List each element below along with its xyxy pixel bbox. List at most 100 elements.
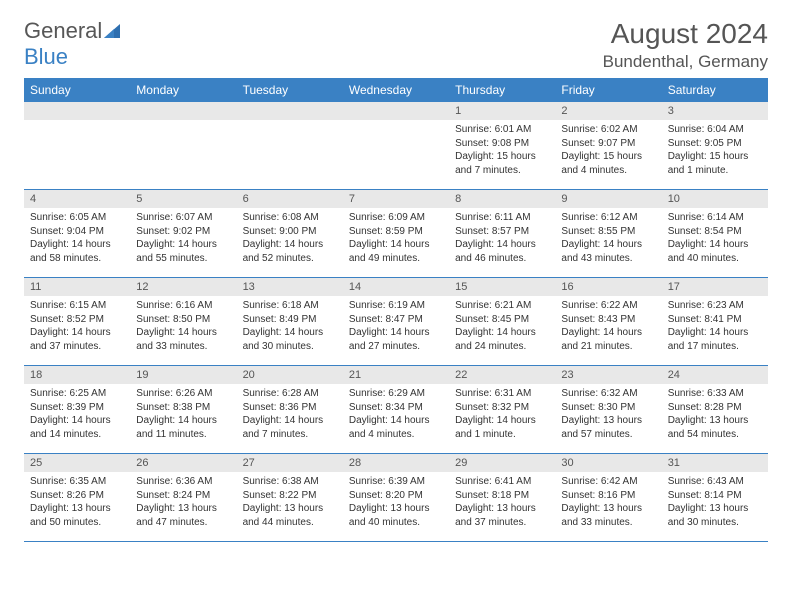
day-number: 5 [130, 190, 236, 208]
calendar-day-cell: 24Sunrise: 6:33 AMSunset: 8:28 PMDayligh… [662, 366, 768, 454]
calendar-day-cell: 5Sunrise: 6:07 AMSunset: 9:02 PMDaylight… [130, 190, 236, 278]
day-number: 25 [24, 454, 130, 472]
sunset-text: Sunset: 8:41 PM [668, 313, 762, 327]
sunset-text: Sunset: 8:38 PM [136, 401, 230, 415]
day-number: 17 [662, 278, 768, 296]
logo-word-a: General [24, 18, 102, 43]
day-details: Sunrise: 6:29 AMSunset: 8:34 PMDaylight:… [343, 384, 449, 445]
day-details: Sunrise: 6:28 AMSunset: 8:36 PMDaylight:… [237, 384, 343, 445]
day-number: 19 [130, 366, 236, 384]
location-text: Bundenthal, Germany [603, 52, 768, 72]
day-number [237, 102, 343, 120]
daylight-text: Daylight: 14 hours and 11 minutes. [136, 414, 230, 441]
calendar-day-cell: 29Sunrise: 6:41 AMSunset: 8:18 PMDayligh… [449, 454, 555, 542]
sunrise-text: Sunrise: 6:22 AM [561, 299, 655, 313]
day-details: Sunrise: 6:23 AMSunset: 8:41 PMDaylight:… [662, 296, 768, 357]
daylight-text: Daylight: 14 hours and 49 minutes. [349, 238, 443, 265]
calendar-day-cell: 23Sunrise: 6:32 AMSunset: 8:30 PMDayligh… [555, 366, 661, 454]
day-details: Sunrise: 6:32 AMSunset: 8:30 PMDaylight:… [555, 384, 661, 445]
calendar-day-cell: 3Sunrise: 6:04 AMSunset: 9:05 PMDaylight… [662, 102, 768, 190]
day-number: 27 [237, 454, 343, 472]
daylight-text: Daylight: 14 hours and 58 minutes. [30, 238, 124, 265]
calendar-day-cell: 10Sunrise: 6:14 AMSunset: 8:54 PMDayligh… [662, 190, 768, 278]
calendar-day-cell: 9Sunrise: 6:12 AMSunset: 8:55 PMDaylight… [555, 190, 661, 278]
calendar-table: Sunday Monday Tuesday Wednesday Thursday… [24, 78, 768, 542]
sunrise-text: Sunrise: 6:15 AM [30, 299, 124, 313]
weekday-header: Wednesday [343, 79, 449, 102]
day-details: Sunrise: 6:41 AMSunset: 8:18 PMDaylight:… [449, 472, 555, 533]
day-number [24, 102, 130, 120]
calendar-day-cell: 8Sunrise: 6:11 AMSunset: 8:57 PMDaylight… [449, 190, 555, 278]
sunset-text: Sunset: 8:47 PM [349, 313, 443, 327]
day-details: Sunrise: 6:26 AMSunset: 8:38 PMDaylight:… [130, 384, 236, 445]
day-number [130, 102, 236, 120]
sunset-text: Sunset: 8:57 PM [455, 225, 549, 239]
day-details: Sunrise: 6:36 AMSunset: 8:24 PMDaylight:… [130, 472, 236, 533]
calendar-day-cell: 11Sunrise: 6:15 AMSunset: 8:52 PMDayligh… [24, 278, 130, 366]
calendar-day-cell: 1Sunrise: 6:01 AMSunset: 9:08 PMDaylight… [449, 102, 555, 190]
daylight-text: Daylight: 14 hours and 52 minutes. [243, 238, 337, 265]
daylight-text: Daylight: 14 hours and 30 minutes. [243, 326, 337, 353]
weekday-row: Sunday Monday Tuesday Wednesday Thursday… [24, 79, 768, 102]
day-details: Sunrise: 6:39 AMSunset: 8:20 PMDaylight:… [343, 472, 449, 533]
logo: General Blue [24, 18, 120, 70]
day-number: 10 [662, 190, 768, 208]
sunrise-text: Sunrise: 6:28 AM [243, 387, 337, 401]
sunrise-text: Sunrise: 6:26 AM [136, 387, 230, 401]
daylight-text: Daylight: 14 hours and 17 minutes. [668, 326, 762, 353]
sunrise-text: Sunrise: 6:43 AM [668, 475, 762, 489]
daylight-text: Daylight: 14 hours and 21 minutes. [561, 326, 655, 353]
sunset-text: Sunset: 9:02 PM [136, 225, 230, 239]
weekday-header: Monday [130, 79, 236, 102]
day-details: Sunrise: 6:05 AMSunset: 9:04 PMDaylight:… [24, 208, 130, 269]
calendar-week-row: 1Sunrise: 6:01 AMSunset: 9:08 PMDaylight… [24, 102, 768, 190]
day-number: 23 [555, 366, 661, 384]
calendar-day-cell: 20Sunrise: 6:28 AMSunset: 8:36 PMDayligh… [237, 366, 343, 454]
sunset-text: Sunset: 8:55 PM [561, 225, 655, 239]
sunset-text: Sunset: 8:59 PM [349, 225, 443, 239]
sunset-text: Sunset: 8:14 PM [668, 489, 762, 503]
sunset-text: Sunset: 9:05 PM [668, 137, 762, 151]
sunrise-text: Sunrise: 6:31 AM [455, 387, 549, 401]
daylight-text: Daylight: 15 hours and 1 minute. [668, 150, 762, 177]
calendar-day-cell: 13Sunrise: 6:18 AMSunset: 8:49 PMDayligh… [237, 278, 343, 366]
weekday-header: Saturday [662, 79, 768, 102]
weekday-header: Friday [555, 79, 661, 102]
sunset-text: Sunset: 8:49 PM [243, 313, 337, 327]
daylight-text: Daylight: 14 hours and 1 minute. [455, 414, 549, 441]
calendar-day-cell: 26Sunrise: 6:36 AMSunset: 8:24 PMDayligh… [130, 454, 236, 542]
day-details: Sunrise: 6:14 AMSunset: 8:54 PMDaylight:… [662, 208, 768, 269]
daylight-text: Daylight: 13 hours and 33 minutes. [561, 502, 655, 529]
sunrise-text: Sunrise: 6:35 AM [30, 475, 124, 489]
day-number: 13 [237, 278, 343, 296]
calendar-week-row: 18Sunrise: 6:25 AMSunset: 8:39 PMDayligh… [24, 366, 768, 454]
calendar-day-cell: 31Sunrise: 6:43 AMSunset: 8:14 PMDayligh… [662, 454, 768, 542]
daylight-text: Daylight: 13 hours and 57 minutes. [561, 414, 655, 441]
sunset-text: Sunset: 8:28 PM [668, 401, 762, 415]
day-number [343, 102, 449, 120]
day-number: 21 [343, 366, 449, 384]
header: General Blue August 2024 Bundenthal, Ger… [24, 18, 768, 72]
day-number: 26 [130, 454, 236, 472]
day-number: 29 [449, 454, 555, 472]
day-details: Sunrise: 6:42 AMSunset: 8:16 PMDaylight:… [555, 472, 661, 533]
sunrise-text: Sunrise: 6:41 AM [455, 475, 549, 489]
day-number: 31 [662, 454, 768, 472]
daylight-text: Daylight: 15 hours and 7 minutes. [455, 150, 549, 177]
day-details: Sunrise: 6:35 AMSunset: 8:26 PMDaylight:… [24, 472, 130, 533]
sunrise-text: Sunrise: 6:39 AM [349, 475, 443, 489]
sunset-text: Sunset: 8:30 PM [561, 401, 655, 415]
calendar-day-cell [237, 102, 343, 190]
calendar-day-cell: 2Sunrise: 6:02 AMSunset: 9:07 PMDaylight… [555, 102, 661, 190]
sunrise-text: Sunrise: 6:09 AM [349, 211, 443, 225]
day-number: 3 [662, 102, 768, 120]
calendar-day-cell: 25Sunrise: 6:35 AMSunset: 8:26 PMDayligh… [24, 454, 130, 542]
daylight-text: Daylight: 13 hours and 40 minutes. [349, 502, 443, 529]
sunset-text: Sunset: 9:04 PM [30, 225, 124, 239]
day-number: 2 [555, 102, 661, 120]
day-number: 9 [555, 190, 661, 208]
day-details: Sunrise: 6:15 AMSunset: 8:52 PMDaylight:… [24, 296, 130, 357]
daylight-text: Daylight: 14 hours and 7 minutes. [243, 414, 337, 441]
day-details: Sunrise: 6:31 AMSunset: 8:32 PMDaylight:… [449, 384, 555, 445]
calendar-day-cell: 12Sunrise: 6:16 AMSunset: 8:50 PMDayligh… [130, 278, 236, 366]
